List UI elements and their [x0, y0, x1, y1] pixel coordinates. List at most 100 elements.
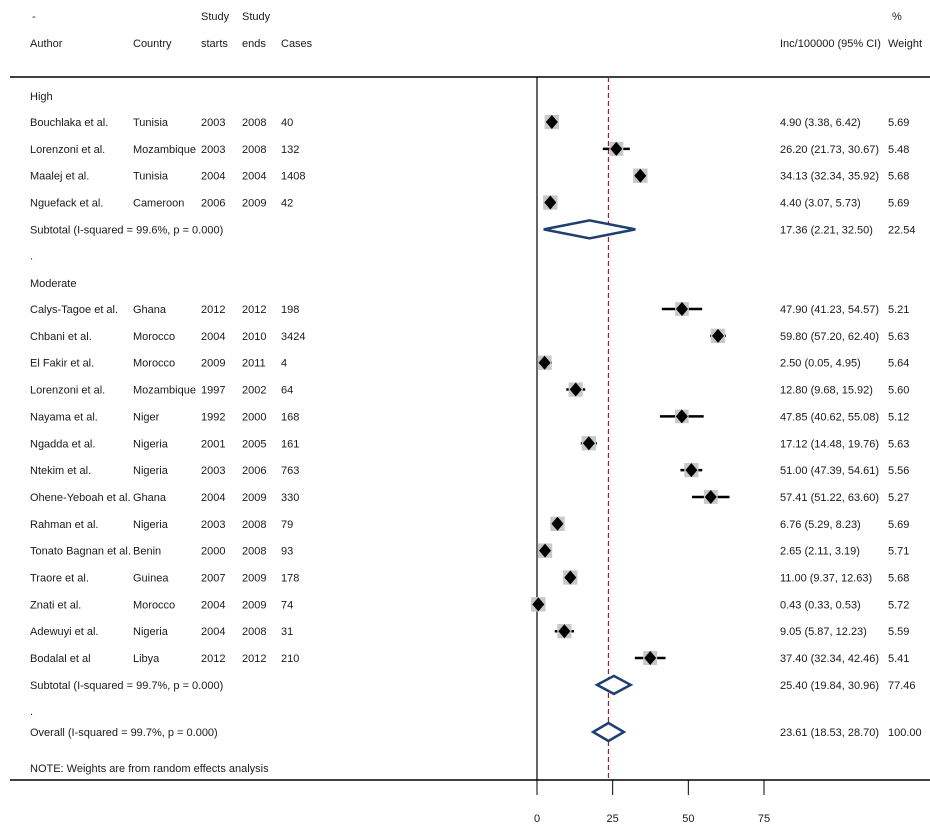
study-author: Nayama et al.	[30, 411, 98, 423]
study-end-year: 2006	[242, 465, 266, 477]
study-cases: 178	[281, 573, 299, 585]
study-estimate-label: 4.40 (3.07, 5.73)	[780, 198, 861, 210]
study-cases: 330	[281, 492, 299, 504]
group-label: High	[30, 91, 53, 103]
study-start-year: 2003	[201, 519, 225, 531]
study-end-year: 2004	[242, 171, 266, 183]
study-country: Morocco	[133, 599, 175, 611]
study-estimate-label: 59.80 (57.20, 62.40)	[780, 331, 879, 343]
header-study-ends-line2: ends	[242, 38, 266, 50]
point-estimate	[644, 651, 657, 666]
study-country: Nigeria	[133, 438, 169, 450]
study-author: Ntekim et al.	[30, 465, 91, 477]
study-cases: 3424	[281, 331, 305, 343]
header-country: Country	[133, 38, 172, 50]
study-weight: 5.63	[888, 331, 909, 343]
study-country: Cameroon	[133, 198, 184, 210]
header-cases: Cases	[281, 38, 313, 50]
subtotal-weight: 77.46	[888, 680, 916, 692]
study-start-year: 2001	[201, 438, 225, 450]
study-estimate-label: 34.13 (32.34, 35.92)	[780, 171, 879, 183]
study-country: Ghana	[133, 492, 167, 504]
study-estimate-label: 26.20 (21.73, 30.67)	[780, 144, 879, 156]
study-weight: 5.68	[888, 573, 909, 585]
study-author: Ohene-Yeboah et al.	[30, 492, 131, 504]
study-estimate-label: 17.12 (14.48, 19.76)	[780, 438, 879, 450]
header-estimate: Inc/100000 (95% CI)	[780, 38, 881, 50]
subtotal-label: Subtotal (I-squared = 99.6%, p = 0.000)	[30, 224, 223, 236]
study-end-year: 2008	[242, 546, 266, 558]
study-author: Adewuyi et al.	[30, 626, 98, 638]
text-layer: - Author Country Study starts Study ends Cases I…	[30, 11, 922, 825]
study-weight: 5.69	[888, 198, 909, 210]
study-author: El Fakir et al.	[30, 358, 94, 370]
study-author: Maalej et al.	[30, 171, 89, 183]
header-weight-line1: %	[892, 11, 902, 23]
study-end-year: 2009	[242, 198, 266, 210]
study-start-year: 2012	[201, 304, 225, 316]
study-country: Niger	[133, 411, 160, 423]
study-estimate-label: 6.76 (5.29, 8.23)	[780, 519, 861, 531]
group-separator: .	[30, 250, 33, 262]
study-start-year: 2004	[201, 626, 225, 638]
study-weight: 5.63	[888, 438, 909, 450]
study-start-year: 2009	[201, 358, 225, 370]
overall-label: Overall (I-squared = 99.7%, p = 0.000)	[30, 727, 218, 739]
study-cases: 40	[281, 117, 293, 129]
study-country: Nigeria	[133, 626, 169, 638]
study-country: Nigeria	[133, 465, 169, 477]
study-weight: 5.59	[888, 626, 909, 638]
corner-mark: -	[32, 11, 36, 23]
study-start-year: 2004	[201, 492, 225, 504]
study-weight: 5.72	[888, 599, 909, 611]
study-end-year: 2000	[242, 411, 266, 423]
study-end-year: 2008	[242, 519, 266, 531]
group-label: Moderate	[30, 278, 76, 290]
overall-diamond	[590, 721, 627, 743]
point-estimate	[675, 302, 688, 316]
study-author: Lorenzoni et al.	[30, 385, 105, 397]
study-weight: 5.60	[888, 385, 909, 397]
point-estimate	[532, 597, 545, 612]
study-country: Mozambique	[133, 385, 196, 397]
study-country: Benin	[133, 546, 161, 558]
study-end-year: 2008	[242, 144, 266, 156]
study-estimate-label: 9.05 (5.87, 12.23)	[780, 626, 867, 638]
study-estimate-label: 11.00 (9.37, 12.63)	[780, 573, 872, 585]
study-end-year: 2012	[242, 304, 266, 316]
study-cases: 763	[281, 465, 299, 477]
study-weight: 5.48	[888, 144, 909, 156]
study-cases: 210	[281, 653, 299, 665]
point-estimate	[539, 543, 552, 558]
study-start-year: 2003	[201, 144, 225, 156]
study-estimate-label: 47.85 (40.62, 55.08)	[780, 411, 879, 423]
study-weight: 5.69	[888, 117, 909, 129]
study-author: Ngadda et al.	[30, 438, 95, 450]
subtotal-label: Subtotal (I-squared = 99.7%, p = 0.000)	[30, 680, 223, 692]
study-end-year: 2010	[242, 331, 266, 343]
study-estimate-label: 2.65 (2.11, 3.19)	[780, 546, 860, 558]
study-country: Mozambique	[133, 144, 196, 156]
study-country: Morocco	[133, 358, 175, 370]
point-estimate	[538, 355, 551, 370]
study-cases: 93	[281, 546, 293, 558]
study-end-year: 2008	[242, 117, 266, 129]
point-estimate	[544, 195, 557, 210]
study-cases: 132	[281, 144, 299, 156]
study-estimate-label: 2.50 (0.05, 4.95)	[780, 358, 861, 370]
point-estimate	[634, 168, 647, 183]
point-estimate	[675, 409, 688, 424]
study-start-year: 1992	[201, 411, 225, 423]
study-cases: 168	[281, 411, 299, 423]
study-estimate-label: 12.80 (9.68, 15.92)	[780, 385, 873, 397]
study-start-year: 2000	[201, 546, 225, 558]
study-end-year: 2009	[242, 573, 266, 585]
subtotal-diamond	[543, 219, 636, 240]
study-country: Libya	[133, 653, 160, 665]
study-start-year: 2003	[201, 117, 225, 129]
study-estimate-label: 51.00 (47.39, 54.61)	[780, 465, 879, 477]
grid-layer	[10, 76, 930, 795]
study-cases: 64	[281, 385, 293, 397]
study-cases: 42	[281, 198, 293, 210]
